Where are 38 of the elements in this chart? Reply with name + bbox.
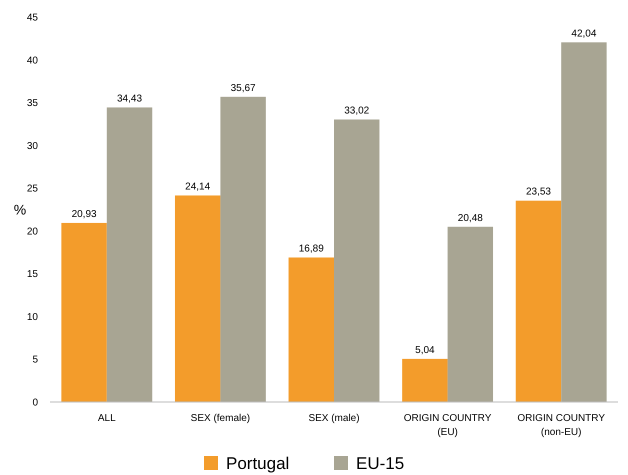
data-label: 33,02 [344, 105, 370, 116]
x-tick-label: SEX (male) [308, 413, 360, 424]
legend-label: Portugal [226, 454, 290, 473]
x-tick-label: ORIGIN COUNTRY (non-EU) [517, 413, 606, 438]
bar [516, 200, 562, 402]
bar [402, 358, 448, 402]
bar [288, 257, 334, 402]
bar [106, 107, 152, 402]
y-tick-label: 45 [26, 12, 38, 24]
bar [61, 222, 107, 402]
data-label: 16,89 [298, 243, 324, 254]
y-tick-label: 5 [32, 354, 38, 366]
x-tick-label: SEX (female) [190, 413, 250, 424]
y-tick-label: 20 [26, 226, 38, 238]
data-label: 34,43 [117, 93, 142, 104]
y-tick-label: 25 [26, 184, 38, 195]
data-label: 20,48 [458, 212, 484, 224]
bar [174, 195, 220, 402]
y-axis-title: % [14, 201, 26, 218]
bar [448, 226, 494, 402]
data-label: 5,04 [415, 344, 436, 356]
data-label: 20,93 [72, 208, 98, 220]
y-tick-label: 35 [26, 98, 38, 110]
legend-label: EU-15 [356, 454, 404, 473]
y-tick-label: 15 [26, 269, 38, 280]
bar [334, 119, 380, 402]
y-tick-label: 10 [26, 312, 38, 323]
data-label: 23,53 [526, 186, 552, 198]
data-label: 24,14 [185, 181, 211, 192]
bar [220, 96, 266, 402]
bar [561, 42, 607, 402]
x-tick-label: ALL [98, 413, 116, 424]
data-label: 42,04 [571, 28, 597, 40]
data-label: 35,67 [230, 82, 256, 94]
y-tick-label: 0 [32, 398, 38, 408]
y-tick-label: 30 [26, 140, 38, 152]
y-tick-label: 40 [26, 55, 38, 66]
x-tick-label: ORIGIN COUNTRY (EU) [404, 413, 492, 438]
